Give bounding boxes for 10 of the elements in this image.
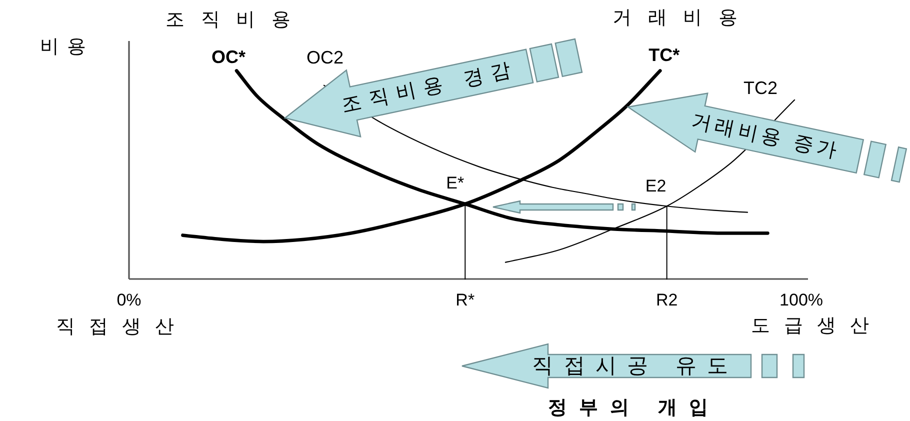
annotation: 거래비용 [612, 8, 738, 28]
annotation: 정부의 개입 [548, 398, 708, 418]
annotation: 직접시공 유도 [532, 354, 728, 378]
annotation: 조직비용 [166, 10, 290, 30]
annotation: E* [446, 174, 464, 193]
annotation: 직접생산 [56, 316, 174, 338]
y-label: 비용 [40, 36, 86, 58]
annotation: 거래비용 증가 [689, 110, 839, 162]
annotation: 도급생산 [751, 316, 869, 336]
annotation: E2 [645, 176, 666, 196]
